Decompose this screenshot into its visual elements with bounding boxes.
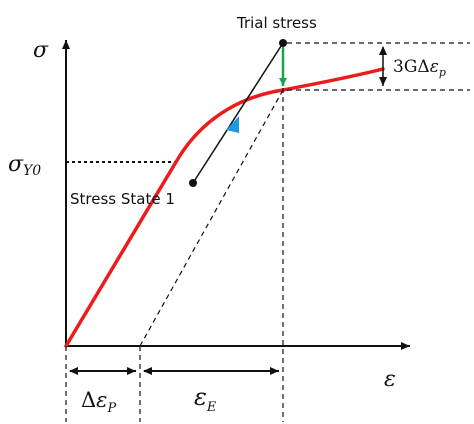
- yield-stress-label: σY0: [8, 152, 41, 179]
- elastic-unloading-line: [139, 89, 284, 347]
- plastic-subscript: P: [106, 401, 116, 416]
- stress-state-1-point: [189, 179, 197, 187]
- trial-stress-label: Trial stress: [236, 14, 317, 32]
- plastic-strain-label: ΔεP: [81, 388, 116, 416]
- three-g-delta: 3GΔ: [393, 57, 430, 77]
- plastic-stress-label: 3GΔεp: [393, 57, 446, 79]
- elastic-strain-label: εE: [194, 383, 217, 415]
- plastic-epsilon: ε: [96, 388, 107, 412]
- stress-state-1-label: Stress State 1: [70, 190, 175, 208]
- elastic-subscript: E: [206, 400, 217, 415]
- three-g-epsilon: ε: [430, 57, 439, 77]
- delta-symbol: Δ: [81, 388, 96, 412]
- yield-stress-symbol: σ: [8, 152, 24, 177]
- x-axis-symbol: ε: [384, 367, 396, 392]
- y-axis-symbol: σ: [33, 38, 49, 63]
- three-g-subscript: p: [439, 66, 446, 79]
- elastic-epsilon: ε: [194, 383, 207, 411]
- yield-stress-subscript: Y0: [23, 163, 41, 179]
- direction-marker: [226, 116, 239, 133]
- trial-stress-point: [279, 39, 287, 47]
- elastic-predictor-line: [192, 42, 284, 184]
